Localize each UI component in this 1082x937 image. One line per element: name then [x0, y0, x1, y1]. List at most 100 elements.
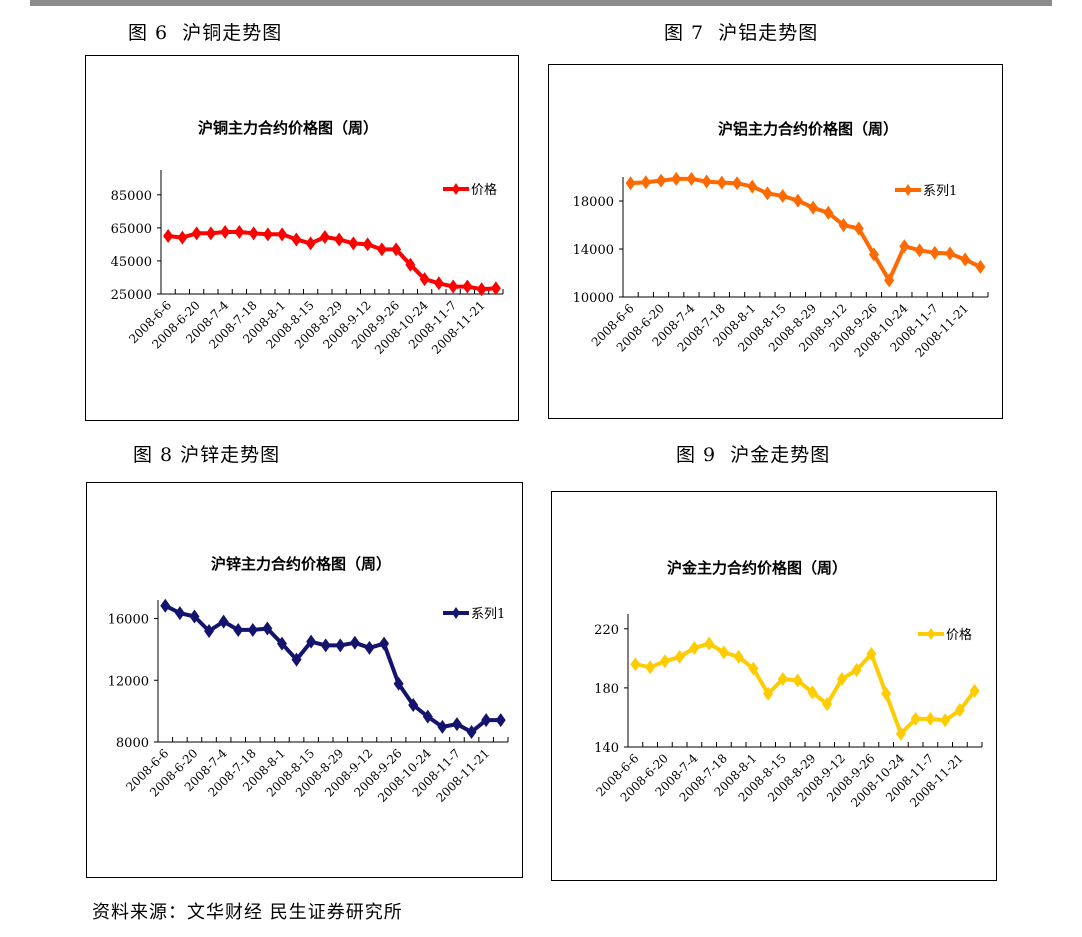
- aluminum-data-point: [929, 245, 940, 260]
- gold-y-tick-label: 140: [594, 741, 619, 756]
- aluminum-data-point: [838, 218, 849, 233]
- aluminum-data-point: [732, 176, 743, 191]
- zinc-data-point: [320, 638, 331, 653]
- zinc-data-point: [422, 709, 433, 724]
- gold-data-point: [659, 654, 670, 669]
- copper-data-point: [462, 279, 473, 294]
- gold-data-point: [689, 640, 700, 655]
- copper-data-point: [476, 282, 487, 297]
- gold-data-point: [733, 649, 744, 664]
- copper-data-point: [220, 225, 231, 239]
- aluminum-chart-frame: [548, 64, 1003, 419]
- zinc-data-point: [437, 719, 448, 734]
- gold-data-point: [763, 686, 774, 701]
- zinc-data-point: [379, 636, 390, 651]
- gold-data-point: [925, 711, 936, 726]
- gold-data-point: [866, 646, 877, 661]
- copper-data-point: [277, 227, 288, 242]
- zinc-y-tick-label: 8000: [116, 736, 149, 751]
- gold-data-point: [718, 645, 729, 660]
- aluminum-data-point: [656, 173, 667, 188]
- copper-legend-label: 价格: [471, 182, 497, 198]
- copper-data-point: [362, 237, 373, 252]
- copper-data-point: [177, 230, 188, 245]
- gold-data-point: [969, 683, 980, 698]
- aluminum-data-point: [823, 205, 834, 220]
- copper-data-point: [391, 242, 402, 257]
- gold-data-point: [645, 660, 656, 675]
- zinc-data-point: [393, 676, 404, 691]
- gold-data-point: [807, 685, 818, 700]
- copper-data-point: [348, 236, 359, 251]
- copper-chart-frame: [85, 55, 519, 421]
- zinc-legend-marker: [452, 607, 460, 619]
- aluminum-data-point: [686, 171, 697, 186]
- zinc-data-point: [466, 724, 477, 739]
- gold-legend-label: 价格: [946, 627, 972, 643]
- gold-data-point: [674, 649, 685, 664]
- zinc-chart-title: 沪锌主力合约价格图（周）: [211, 555, 392, 573]
- copper-data-point: [291, 232, 302, 247]
- zinc-data-point: [247, 622, 258, 637]
- copper-y-tick-label: 65000: [111, 222, 152, 237]
- gold-data-point: [630, 657, 641, 672]
- aluminum-data-point: [960, 252, 971, 267]
- aluminum-data-point: [884, 273, 895, 288]
- gold-data-point: [940, 713, 951, 728]
- gold-data-point: [881, 686, 892, 701]
- zinc-data-point: [174, 606, 185, 621]
- copper-data-point: [262, 227, 273, 242]
- copper-y-tick-label: 85000: [111, 189, 152, 204]
- copper-data-point: [248, 226, 259, 241]
- aluminum-data-point: [625, 176, 636, 191]
- zinc-data-point: [291, 652, 302, 667]
- copper-data-point: [163, 228, 174, 243]
- zinc-y-tick-label: 12000: [108, 674, 149, 689]
- zinc-data-point: [364, 640, 375, 655]
- copper-chart-title: 沪铜主力合约价格图（周）: [198, 119, 379, 137]
- copper-data-point: [433, 276, 444, 291]
- gold-data-point: [895, 726, 906, 741]
- aluminum-data-point: [671, 171, 682, 186]
- figure-8-caption: 图 8 沪锌走势图: [133, 444, 281, 466]
- aluminum-y-tick-label: 18000: [573, 195, 614, 210]
- gold-data-point: [777, 672, 788, 687]
- figure-7-caption: 图 7 沪铝走势图: [664, 22, 819, 44]
- copper-series-line: [167, 230, 497, 292]
- copper-data-point: [234, 225, 245, 239]
- gold-data-point: [851, 663, 862, 678]
- gold-data-point: [704, 636, 715, 651]
- copper-data-point: [448, 279, 459, 294]
- gold-chart-title: 沪金主力合约价格图（周）: [667, 559, 848, 577]
- copper-data-point: [376, 242, 387, 257]
- copper-legend-marker: [452, 183, 460, 195]
- aluminum-data-point: [701, 174, 712, 189]
- aluminum-legend-marker: [904, 184, 912, 196]
- zinc-data-point: [233, 622, 244, 637]
- zinc-y-tick-label: 16000: [108, 613, 149, 628]
- gold-data-point: [748, 661, 759, 676]
- zinc-legend-label: 系列1: [471, 607, 505, 622]
- gold-data-point: [836, 672, 847, 687]
- zinc-data-point: [262, 621, 273, 636]
- aluminum-data-point: [914, 243, 925, 258]
- copper-data-point: [334, 232, 345, 247]
- aluminum-data-point: [777, 188, 788, 203]
- aluminum-y-tick-label: 14000: [573, 243, 614, 258]
- aluminum-data-point: [747, 179, 758, 194]
- aluminum-legend-label: 系列1: [923, 184, 957, 199]
- zinc-data-point: [335, 638, 346, 653]
- aluminum-data-point: [762, 186, 773, 201]
- copper-y-tick-label: 45000: [111, 255, 152, 270]
- gold-data-point: [792, 673, 803, 688]
- gold-data-point: [822, 697, 833, 712]
- zinc-data-point: [408, 697, 419, 712]
- gold-y-tick-label: 220: [594, 623, 619, 638]
- zinc-data-point: [306, 634, 317, 649]
- figure-6-caption: 图 6 沪铜走势图: [128, 22, 283, 44]
- aluminum-data-point: [716, 175, 727, 190]
- zinc-data-point: [160, 598, 171, 613]
- copper-data-point: [305, 236, 316, 251]
- copper-data-point: [191, 226, 202, 241]
- zinc-series-line: [164, 603, 501, 734]
